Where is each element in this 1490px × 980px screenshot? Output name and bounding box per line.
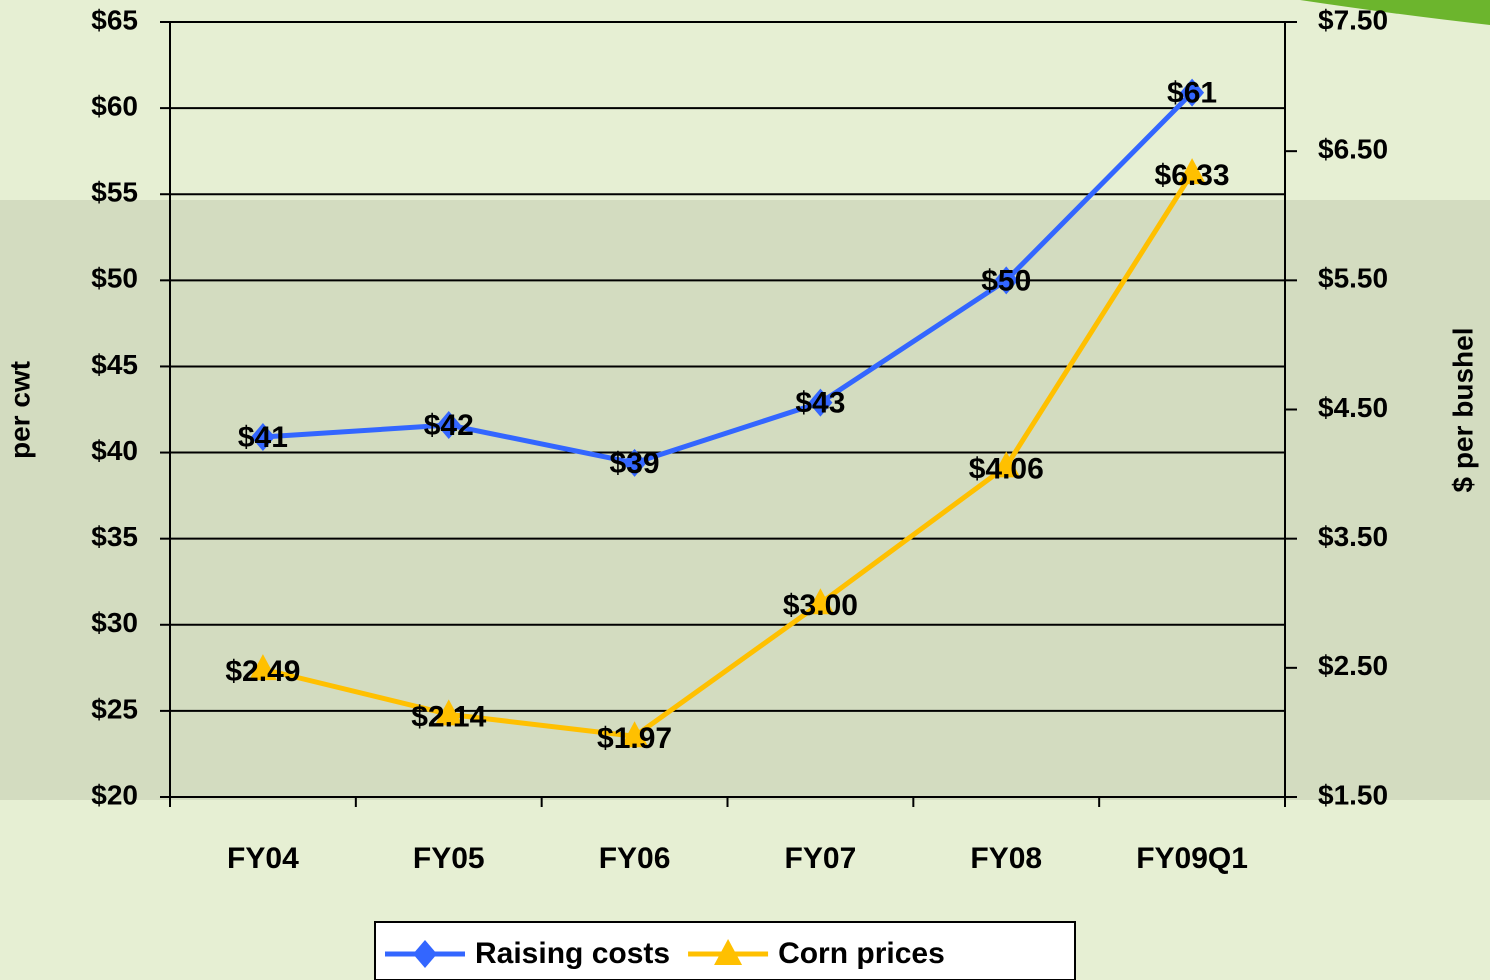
- x-tick-label: FY08: [970, 842, 1042, 875]
- y-tick-label: $55: [91, 177, 138, 208]
- legend-label: Raising costs: [475, 937, 670, 970]
- y-tick-label: $20: [91, 779, 138, 810]
- y-tick-label: $45: [91, 349, 138, 380]
- data-point: [1178, 158, 1207, 185]
- data-point: [1180, 78, 1205, 107]
- data-label: $39: [610, 447, 660, 480]
- data-label: $2.49: [225, 655, 300, 688]
- background-band: [0, 200, 1490, 800]
- data-label: $6.33: [1155, 159, 1230, 192]
- data-point: [250, 423, 275, 452]
- x-tick-label: FY06: [599, 842, 671, 875]
- y2-tick-label: $3.50: [1318, 521, 1388, 552]
- y2-tick-label: $1.50: [1318, 779, 1388, 810]
- data-point: [248, 654, 277, 681]
- y-tick-label: $35: [91, 521, 138, 552]
- y-tick-label: $60: [91, 91, 138, 122]
- data-point: [992, 451, 1021, 478]
- legend-marker: [413, 940, 437, 968]
- data-point: [436, 411, 461, 439]
- x-tick-label: FY09Q1: [1136, 842, 1248, 875]
- x-tick-label: FY05: [413, 842, 485, 875]
- y-tick-label: $30: [91, 607, 138, 638]
- decor-swoosh: [1300, 0, 1490, 25]
- data-label: $61: [1167, 77, 1217, 110]
- y-tick-label: $65: [91, 4, 138, 35]
- y-axis-title: per cwt: [4, 361, 35, 459]
- data-point: [994, 266, 1019, 295]
- data-label: $3.00: [783, 589, 858, 622]
- legend-label: Corn prices: [778, 937, 945, 970]
- data-point: [620, 721, 649, 748]
- data-label: $43: [795, 387, 845, 420]
- x-tick-label: FY04: [227, 842, 299, 875]
- y-tick-label: $25: [91, 693, 138, 724]
- data-label: $1.97: [597, 722, 672, 755]
- y2-axis-title: $ per bushel: [1447, 328, 1478, 493]
- series-line: [262, 90, 1194, 466]
- data-label: $4.06: [969, 452, 1044, 485]
- y2-tick-label: $5.50: [1318, 263, 1388, 294]
- data-label: $2.14: [411, 700, 486, 733]
- y-tick-label: $50: [91, 263, 138, 294]
- data-point: [434, 699, 463, 726]
- data-point: [622, 448, 647, 477]
- y2-tick-label: $6.50: [1318, 134, 1388, 165]
- legend-marker: [714, 939, 743, 965]
- y2-tick-label: $7.50: [1318, 4, 1388, 35]
- data-label: $41: [238, 421, 288, 454]
- data-point: [808, 388, 833, 417]
- y2-tick-label: $4.50: [1318, 392, 1388, 423]
- y2-tick-label: $2.50: [1318, 650, 1388, 681]
- y-tick-label: $40: [91, 435, 138, 466]
- x-tick-label: FY07: [785, 842, 857, 875]
- data-label: $42: [424, 409, 474, 442]
- data-label: $50: [981, 264, 1031, 297]
- data-point: [806, 588, 835, 615]
- series-line: [262, 171, 1195, 739]
